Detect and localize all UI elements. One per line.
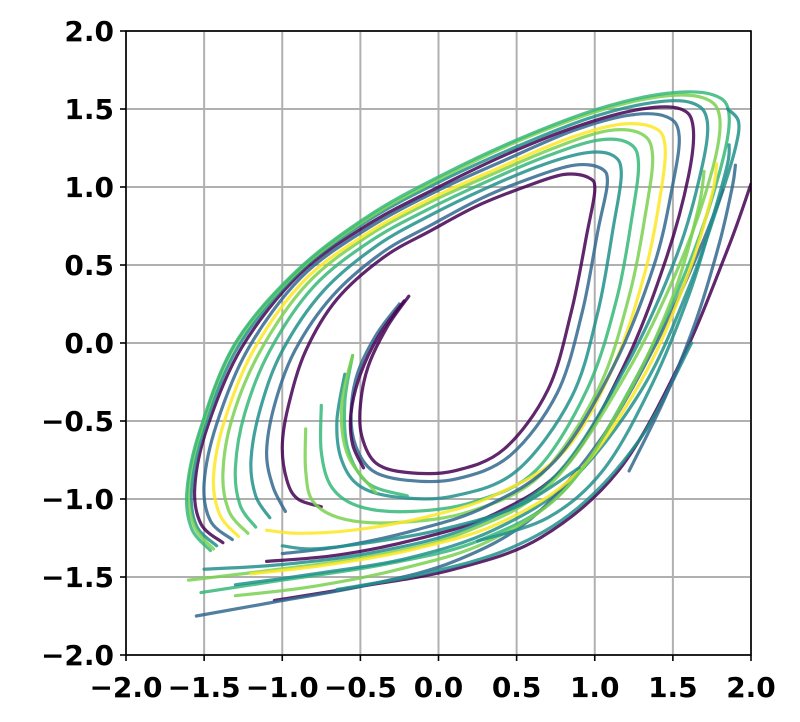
trajectory-line-0 bbox=[280, 172, 597, 509]
trajectory-line-14 bbox=[249, 162, 719, 576]
trajectory-line-16 bbox=[233, 169, 706, 598]
y-axis-tick-labels: −2.0 −1.5 −1.0 −0.5 0.0 0.5 1.0 1.5 2.0 bbox=[41, 15, 114, 672]
trajectory-line-17 bbox=[476, 143, 731, 543]
x-tick-label: −2.0 bbox=[89, 671, 162, 704]
x-tick-label: −0.5 bbox=[324, 671, 397, 704]
trajectory-line-5 bbox=[211, 122, 667, 538]
trajectory-line-6 bbox=[202, 112, 681, 556]
trajectory-layer bbox=[184, 90, 751, 618]
y-tick-label: −0.5 bbox=[41, 405, 114, 438]
trajectory-line-8 bbox=[189, 99, 710, 571]
axis-ticks bbox=[120, 30, 752, 661]
trajectory-line-7 bbox=[192, 105, 696, 563]
x-tick-label: −1.0 bbox=[246, 671, 319, 704]
trajectory-line-18 bbox=[627, 163, 737, 473]
x-tick-label: 2.0 bbox=[726, 671, 776, 704]
y-tick-label: −1.0 bbox=[41, 483, 114, 516]
x-tick-label: −1.5 bbox=[168, 671, 241, 704]
trajectory-line-20 bbox=[342, 353, 409, 498]
trajectory-line-21 bbox=[339, 353, 378, 495]
trajectory-line-2 bbox=[249, 150, 623, 520]
y-tick-label: −1.5 bbox=[41, 561, 114, 594]
y-tick-label: 2.0 bbox=[64, 15, 114, 48]
trajectory-line-22 bbox=[280, 466, 581, 551]
trajectory-line-1 bbox=[264, 162, 609, 514]
y-tick-label: 1.5 bbox=[64, 93, 114, 126]
y-tick-label: 0.5 bbox=[64, 249, 114, 282]
trajectory-line-19 bbox=[348, 299, 406, 470]
x-tick-label: 0.0 bbox=[414, 671, 464, 704]
x-tick-label: 0.5 bbox=[492, 671, 542, 704]
trajectory-line-15 bbox=[335, 341, 694, 592]
trajectory-line-3 bbox=[233, 137, 641, 529]
x-tick-label: 1.5 bbox=[648, 671, 698, 704]
y-tick-label: 0.0 bbox=[64, 327, 114, 360]
trajectory-line-12 bbox=[233, 107, 741, 587]
y-tick-label: 1.0 bbox=[64, 171, 114, 204]
x-axis-tick-labels: −2.0 −1.5 −1.0 −0.5 0.0 0.5 1.0 1.5 2.0 bbox=[89, 671, 775, 704]
y-tick-label: −2.0 bbox=[41, 639, 114, 672]
x-tick-label: 1.0 bbox=[570, 671, 620, 704]
